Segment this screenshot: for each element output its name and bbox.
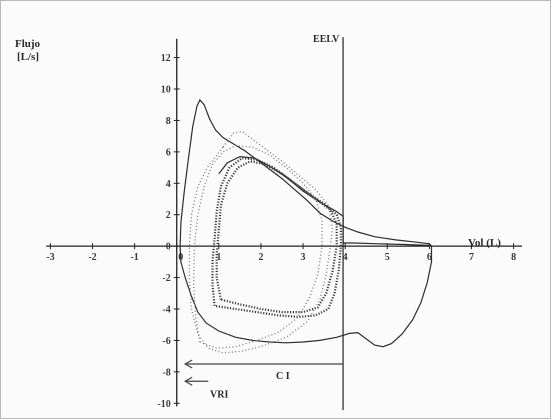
x-tick-label: 7 — [469, 252, 474, 263]
axes — [46, 38, 522, 407]
flow-volume-loop-5 — [188, 130, 334, 354]
curve-group — [179, 98, 433, 354]
x-tick-label: 2 — [258, 252, 263, 263]
x-tick-label: 3 — [301, 252, 306, 263]
annotation-group — [183, 37, 344, 410]
x-tick-label: -1 — [130, 252, 138, 263]
flow-volume-loop-1 — [179, 98, 433, 348]
y-tick-label: -4 — [162, 305, 170, 316]
ci-arrowhead — [183, 359, 193, 369]
flow-volume-loop-3 — [211, 156, 342, 319]
x-tick-label: 1 — [216, 252, 221, 263]
y-tick-label: 12 — [161, 53, 171, 64]
flow-volume-loop-4 — [215, 160, 338, 314]
x-axis-label: Vol (L) — [468, 237, 501, 249]
ci-label: C I — [276, 371, 290, 382]
y-tick-label: 0 — [166, 242, 171, 253]
x-tick-label: 6 — [427, 252, 432, 263]
y-axis-unit-label: [L/s] — [17, 51, 39, 63]
flow-volume-loop-2 — [218, 155, 430, 246]
vri-arrowhead — [183, 376, 193, 386]
y-tick-label: -2 — [162, 273, 170, 284]
y-tick-label: 2 — [166, 210, 171, 221]
x-tick-label: -2 — [88, 252, 96, 263]
y-tick-label: -8 — [162, 367, 170, 378]
y-tick-label: -10 — [157, 399, 170, 410]
y-tick-label: 4 — [166, 179, 171, 190]
x-tick-label: 5 — [385, 252, 390, 263]
x-tick-label: 4 — [343, 252, 348, 263]
y-tick-label: 10 — [161, 85, 171, 96]
y-axis-label: Flujo — [15, 38, 41, 50]
flow-volume-loop-6 — [192, 144, 323, 349]
y-tick-label: 8 — [166, 116, 171, 127]
x-tick-label: -3 — [46, 252, 54, 263]
x-tick-label: 8 — [511, 252, 516, 263]
y-tick-label: -6 — [162, 336, 170, 347]
y-tick-label: 6 — [166, 147, 171, 158]
eelv-label: EELV — [313, 34, 340, 45]
vri-label: VRI — [210, 389, 228, 400]
